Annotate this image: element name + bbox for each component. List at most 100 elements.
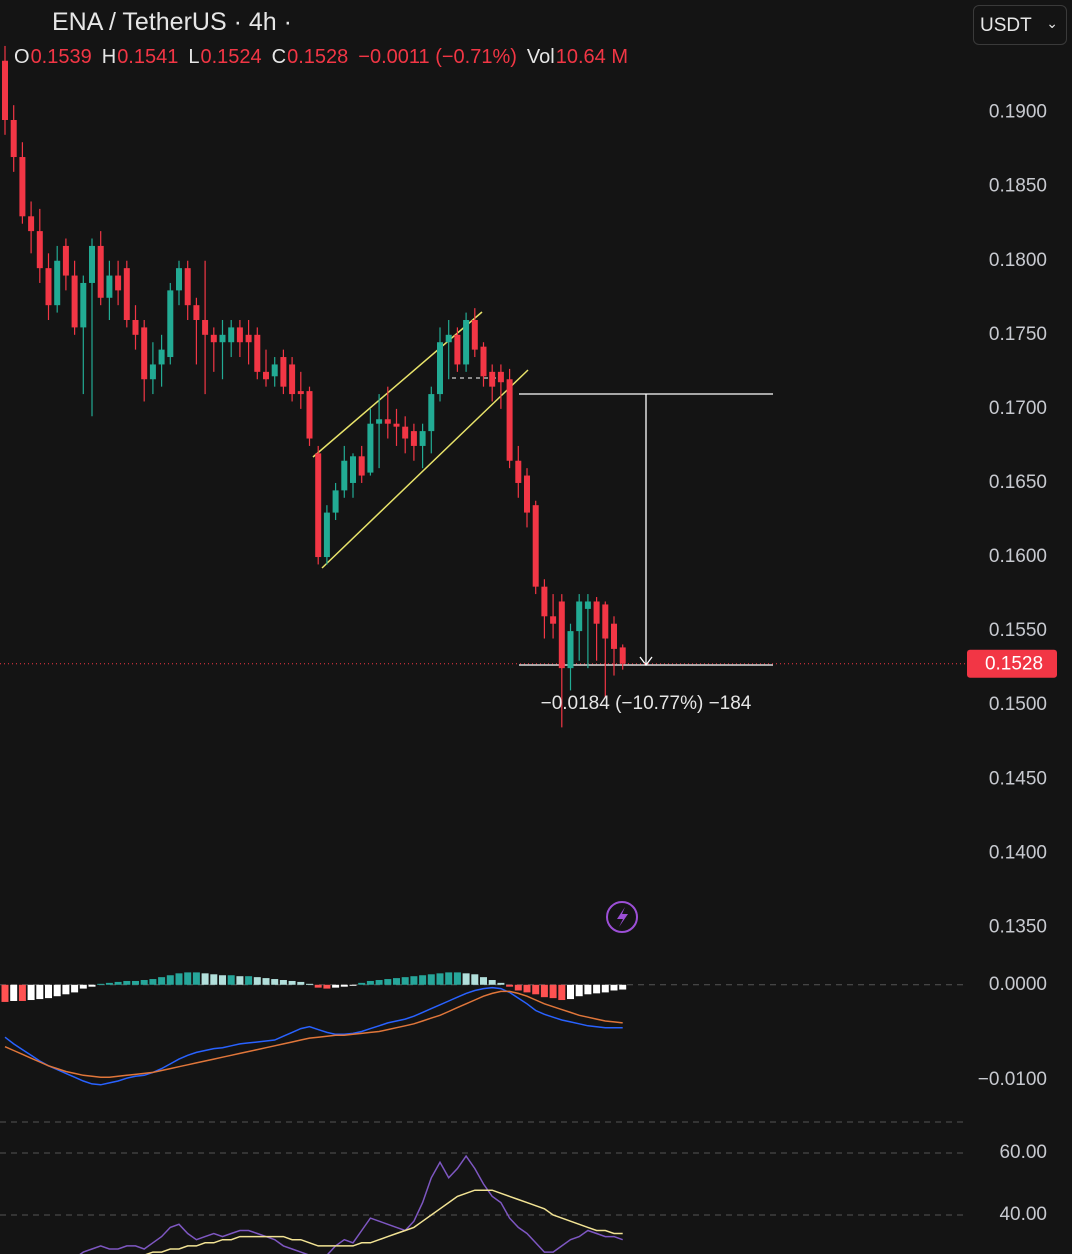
ohlc-key: H — [101, 46, 117, 68]
candle-body — [550, 616, 557, 624]
histogram-bar — [140, 980, 148, 985]
histogram-bar — [288, 980, 296, 985]
ohlc-key: L — [188, 46, 200, 68]
histogram-bar — [27, 984, 35, 1001]
histogram-bar — [471, 974, 479, 985]
vol-key: Vol — [526, 46, 555, 68]
candle-body — [297, 391, 304, 395]
histogram-bar — [506, 984, 514, 987]
candle-body — [315, 453, 322, 558]
y-tick-label: 0.0000 — [989, 974, 1047, 995]
candle-body — [410, 431, 417, 446]
candle-body — [558, 601, 565, 669]
histogram-bar — [271, 979, 279, 985]
histogram-bar — [236, 976, 244, 985]
histogram-bar — [219, 975, 226, 985]
candle-body — [506, 379, 513, 461]
y-tick-label: 0.1650 — [989, 472, 1047, 493]
histogram-bar — [366, 980, 374, 985]
histogram-bar — [349, 984, 357, 986]
candle-body — [80, 282, 87, 328]
candle-body — [428, 394, 435, 432]
candle-body — [115, 275, 122, 291]
candle-body — [393, 423, 400, 427]
histogram-bar — [79, 984, 87, 989]
histogram-bar — [105, 982, 113, 985]
currency-label: USDT — [980, 15, 1032, 36]
candle-body — [176, 268, 182, 291]
histogram-bar — [1, 984, 9, 1002]
rsi-pane — [79, 1154, 623, 1254]
candle-body — [567, 631, 574, 669]
measure-tool — [519, 393, 773, 667]
candle-body — [280, 357, 287, 387]
histogram-bar — [123, 980, 131, 985]
histogram-bar — [375, 980, 383, 985]
candle-body — [210, 334, 217, 343]
candle-body — [611, 623, 617, 649]
macd-pane — [1, 972, 627, 1086]
candle-body — [141, 327, 148, 380]
candle-body — [289, 364, 296, 395]
histogram-bar — [419, 975, 427, 985]
histogram-bar — [45, 984, 52, 999]
candle-body — [184, 268, 191, 306]
candle-body — [62, 245, 69, 276]
histogram-bar — [358, 982, 366, 985]
y-tick-label: 0.1800 — [989, 250, 1047, 271]
histogram-bar — [601, 984, 609, 993]
candle-body — [341, 460, 348, 491]
caret: ⌄ — [1046, 15, 1058, 31]
ohlc-key: C — [271, 46, 287, 68]
symbol-title[interactable]: ENA / TetherUS · 4h · — [52, 8, 292, 36]
candle-body — [532, 505, 539, 587]
y-tick-label: 0.1600 — [989, 546, 1047, 567]
candle-body — [576, 601, 583, 632]
histogram-bar — [18, 984, 26, 1001]
candle-body — [193, 305, 200, 320]
histogram-bar — [410, 976, 418, 985]
ohlc-value: 0.1528 — [287, 46, 349, 68]
candle-body — [584, 601, 591, 609]
volume: Vol10.64 M — [527, 46, 628, 69]
candle-body — [515, 460, 522, 483]
indicator-line — [4, 990, 623, 1078]
candle-body — [19, 157, 26, 217]
histogram-bar — [427, 974, 435, 985]
measure-label: −0.0184 (−10.77%) −184 — [541, 693, 752, 714]
candle-body — [36, 231, 43, 269]
histogram-bar — [549, 984, 557, 999]
ohlc-key: O — [14, 46, 30, 68]
histogram-bar — [88, 984, 96, 987]
histogram-bar — [36, 984, 44, 1000]
histogram-bar — [497, 982, 505, 985]
histogram-bar — [314, 984, 322, 988]
histogram-bar — [192, 972, 200, 985]
histogram-bar — [462, 973, 470, 985]
histogram-bar — [71, 984, 79, 993]
measure-arrowhead — [639, 656, 653, 667]
vol-value: 10.64 M — [555, 46, 628, 68]
lightning-icon[interactable] — [606, 901, 638, 933]
histogram-bar — [384, 979, 392, 985]
histogram-bar — [158, 977, 166, 985]
candle-body — [158, 349, 165, 365]
candle-body — [541, 586, 548, 617]
histogram-bar — [97, 983, 105, 985]
histogram-bar — [279, 980, 287, 985]
candle-body — [419, 431, 426, 446]
currency-select[interactable]: USDT ⌄ — [973, 5, 1067, 45]
candle-body — [602, 604, 609, 639]
ohlc-item: C0.1528 — [272, 46, 349, 69]
histogram-bar — [593, 984, 601, 994]
histogram-bar — [514, 984, 522, 991]
histogram-bar — [575, 984, 583, 997]
candle-body — [384, 419, 391, 424]
candle-body — [497, 371, 504, 383]
channel-line — [321, 369, 529, 569]
histogram-bar — [488, 980, 496, 985]
ohlc-item: L0.1524 — [188, 46, 261, 69]
candle-body — [45, 268, 52, 306]
candle-body — [123, 268, 130, 320]
